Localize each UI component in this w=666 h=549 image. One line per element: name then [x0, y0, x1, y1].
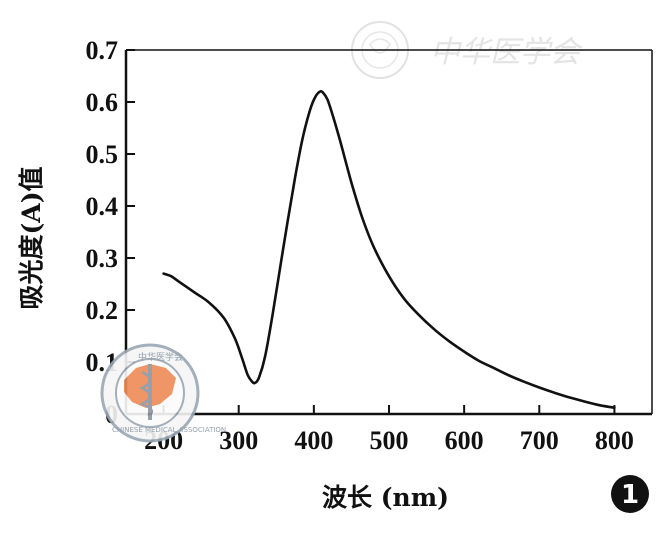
logo-top-text: 中华医学会	[138, 351, 183, 363]
x-tick-label: 500	[370, 426, 409, 455]
series-line	[162, 89, 616, 410]
x-tick-label: 800	[595, 426, 634, 455]
figure-number-badge: 1	[611, 475, 649, 513]
x-tick-label: 600	[445, 426, 484, 455]
y-tick-label: 0.5	[86, 140, 119, 169]
plot-frame	[124, 49, 653, 416]
x-tick-label: 700	[520, 426, 559, 455]
x-tick-label: 400	[294, 426, 333, 455]
y-axis-title: 吸光度(A)值	[17, 166, 46, 309]
y-tick-label: 0.3	[86, 244, 119, 273]
y-tick-label: 0.4	[86, 192, 119, 221]
association-logo: 中华医学会 CHINESE MEDICAL ASSOCIATION	[100, 343, 226, 443]
watermark-text: 中华医学会	[430, 35, 583, 70]
figure-number: 1	[621, 480, 639, 510]
badge-circle	[611, 475, 649, 513]
snake-icon	[138, 370, 154, 418]
x-ticks: 200300400500600700800	[144, 405, 634, 455]
y-tick-label: 0.7	[86, 36, 119, 65]
y-tick-label: 0.2	[86, 296, 119, 325]
logo-ring-text: CHINESE MEDICAL ASSOCIATION	[112, 426, 226, 434]
x-axis-title: 波长 (nm)	[322, 483, 449, 512]
x-tick-label: 300	[219, 426, 258, 455]
watermark: 中华医学会	[351, 21, 583, 79]
y-tick-label: 0.6	[86, 88, 119, 117]
